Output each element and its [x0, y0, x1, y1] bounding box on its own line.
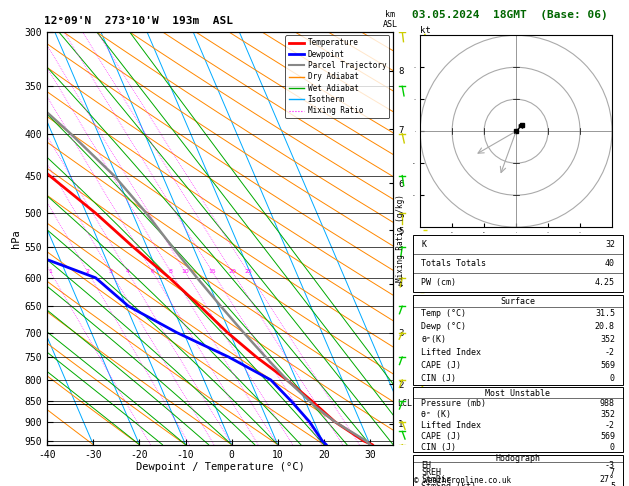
Text: © weatheronline.co.uk: © weatheronline.co.uk [414, 476, 511, 485]
Text: LCL: LCL [398, 399, 412, 408]
Text: PW (cm): PW (cm) [421, 278, 456, 287]
Text: 12°09'N  273°10'W  193m  ASL: 12°09'N 273°10'W 193m ASL [44, 16, 233, 26]
Text: 03.05.2024  18GMT  (Base: 06): 03.05.2024 18GMT (Base: 06) [412, 10, 608, 20]
Text: StmDir: StmDir [421, 475, 451, 484]
Text: 5: 5 [610, 482, 615, 486]
Text: -3: -3 [605, 461, 615, 470]
Text: 27°: 27° [600, 475, 615, 484]
Text: Temp (°C): Temp (°C) [421, 309, 466, 318]
X-axis label: Dewpoint / Temperature (°C): Dewpoint / Temperature (°C) [136, 462, 304, 472]
Text: Dewp (°C): Dewp (°C) [421, 322, 466, 331]
Text: 3: 3 [109, 269, 113, 274]
Text: 2: 2 [86, 269, 90, 274]
Text: 7: 7 [610, 468, 615, 477]
Text: 32: 32 [605, 240, 615, 249]
Text: Surface: Surface [501, 297, 535, 306]
Text: Most Unstable: Most Unstable [486, 389, 550, 398]
Bar [413, 455, 623, 486]
Text: CAPE (J): CAPE (J) [421, 361, 461, 370]
Text: 15: 15 [208, 269, 216, 274]
Text: CIN (J): CIN (J) [421, 443, 456, 451]
Text: θᵉ(K): θᵉ(K) [421, 335, 446, 344]
Text: 8: 8 [169, 269, 172, 274]
Text: km
ASL: km ASL [382, 10, 398, 29]
Text: 40: 40 [605, 259, 615, 268]
Text: 0: 0 [610, 374, 615, 383]
Text: -2: -2 [605, 348, 615, 357]
Bar [413, 295, 623, 385]
Text: hPa: hPa [11, 229, 21, 247]
Text: 4: 4 [126, 269, 130, 274]
Text: Pressure (mb): Pressure (mb) [421, 399, 486, 408]
Text: 988: 988 [600, 399, 615, 408]
Text: 569: 569 [600, 432, 615, 441]
Text: 20.8: 20.8 [595, 322, 615, 331]
Text: 352: 352 [600, 335, 615, 344]
Text: Mixing Ratio (g/kg): Mixing Ratio (g/kg) [396, 194, 405, 282]
Bar [413, 387, 623, 452]
Text: 1: 1 [48, 269, 52, 274]
Text: Totals Totals: Totals Totals [421, 259, 486, 268]
Text: 31.5: 31.5 [595, 309, 615, 318]
Text: 20: 20 [228, 269, 236, 274]
Legend: Temperature, Dewpoint, Parcel Trajectory, Dry Adiabat, Wet Adiabat, Isotherm, Mi: Temperature, Dewpoint, Parcel Trajectory… [286, 35, 389, 118]
Text: CAPE (J): CAPE (J) [421, 432, 461, 441]
Text: StmSpd (kt): StmSpd (kt) [421, 482, 476, 486]
Text: K: K [421, 240, 426, 249]
Text: kt: kt [420, 26, 431, 35]
Text: EH: EH [421, 461, 431, 470]
Text: SREH: SREH [421, 468, 441, 477]
Text: 352: 352 [600, 410, 615, 419]
Text: CIN (J): CIN (J) [421, 374, 456, 383]
Text: 0: 0 [610, 443, 615, 451]
Text: 569: 569 [600, 361, 615, 370]
Text: -2: -2 [605, 421, 615, 430]
Text: 6: 6 [150, 269, 154, 274]
Text: 10: 10 [181, 269, 189, 274]
Text: Lifted Index: Lifted Index [421, 421, 481, 430]
Text: Lifted Index: Lifted Index [421, 348, 481, 357]
Text: Hodograph: Hodograph [496, 454, 540, 463]
Text: θᵉ (K): θᵉ (K) [421, 410, 451, 419]
Bar [413, 235, 623, 292]
Text: 25: 25 [244, 269, 252, 274]
Text: 4.25: 4.25 [595, 278, 615, 287]
